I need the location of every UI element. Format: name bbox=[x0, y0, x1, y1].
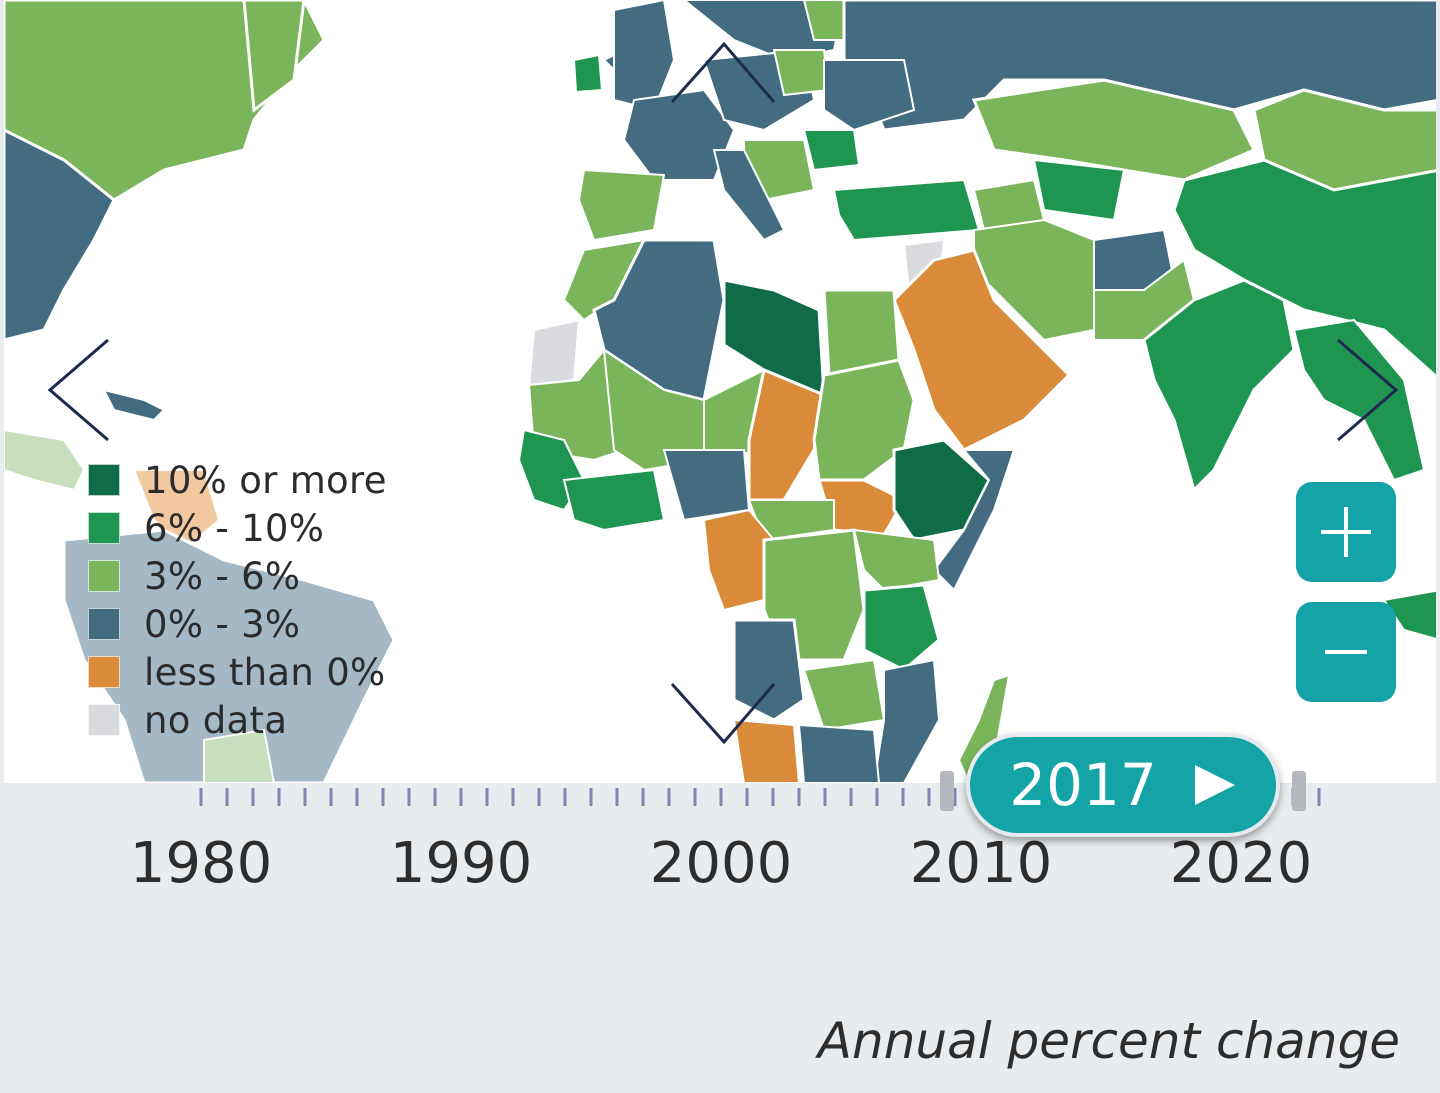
region-zambia bbox=[802, 658, 886, 732]
legend-item: no data bbox=[88, 696, 387, 744]
region-south-america bbox=[62, 528, 396, 783]
timeline-axis-label: 2020 bbox=[1169, 831, 1313, 896]
zoom-out-button[interactable] bbox=[1296, 602, 1396, 702]
plus-icon bbox=[1321, 507, 1371, 557]
region-ukraine bbox=[823, 59, 916, 132]
legend-label: 0% - 3% bbox=[144, 602, 301, 646]
timeline-axis-label: 1980 bbox=[129, 831, 273, 896]
region-kazakhstan bbox=[971, 78, 1257, 182]
chevron-right-icon bbox=[1337, 338, 1399, 442]
legend-swatch bbox=[88, 464, 120, 496]
world-map[interactable] bbox=[4, 0, 1436, 783]
region-spain bbox=[577, 168, 666, 242]
region-paraguay bbox=[203, 728, 276, 783]
legend-label: 10% or more bbox=[144, 458, 387, 502]
timeline-range-start-handle[interactable] bbox=[940, 771, 954, 811]
region-romania bbox=[802, 129, 861, 172]
region-botswana-zimbabwe bbox=[797, 723, 881, 783]
pan-left-button[interactable] bbox=[42, 336, 114, 444]
pan-up-button[interactable] bbox=[670, 38, 778, 108]
region-madagascar bbox=[957, 673, 1011, 783]
legend-swatch bbox=[88, 512, 120, 544]
region-west-africa-coast bbox=[562, 468, 666, 532]
pan-right-button[interactable] bbox=[1334, 336, 1406, 444]
map-viewport[interactable]: 10% or more 6% - 10% 3% - 6% 0% - 3% less th… bbox=[4, 0, 1436, 783]
chevron-left-icon bbox=[47, 338, 109, 442]
legend-label: less than 0% bbox=[144, 650, 386, 694]
region-sudan bbox=[812, 358, 916, 482]
region-india bbox=[1142, 278, 1296, 493]
region-namibia bbox=[732, 718, 801, 783]
region-angola bbox=[732, 618, 806, 722]
legend-swatch bbox=[88, 560, 120, 592]
region-italy bbox=[712, 149, 786, 242]
region-central-america bbox=[4, 428, 86, 492]
chevron-down-icon bbox=[670, 682, 776, 745]
pan-down-button[interactable] bbox=[670, 680, 778, 750]
region-ireland bbox=[572, 53, 604, 94]
region-china bbox=[1172, 158, 1436, 379]
legend-label: 6% - 10% bbox=[144, 506, 325, 550]
region-poland bbox=[772, 49, 831, 97]
region-kenya-uganda bbox=[852, 528, 941, 592]
selected-year: 2017 bbox=[1009, 751, 1157, 819]
region-nigeria bbox=[662, 449, 751, 522]
legend-item: less than 0% bbox=[88, 648, 387, 696]
region-uk bbox=[613, 0, 676, 112]
legend-item: 3% - 6% bbox=[88, 552, 387, 600]
region-tanzania bbox=[862, 583, 941, 672]
play-year-button[interactable]: 2017 bbox=[966, 733, 1280, 837]
region-usa bbox=[4, 128, 116, 342]
legend-item: 0% - 3% bbox=[88, 600, 387, 648]
region-indonesia bbox=[1382, 589, 1436, 640]
region-venezuela bbox=[132, 469, 221, 552]
legend-label: no data bbox=[144, 698, 288, 742]
region-somalia bbox=[932, 449, 1016, 592]
timeline-axis-label: 2010 bbox=[909, 831, 1053, 896]
region-western-sahara bbox=[527, 318, 581, 387]
timeline-axis-label: 1990 bbox=[389, 831, 533, 896]
timeline-range-end-handle[interactable] bbox=[1292, 771, 1306, 811]
legend-item: 6% - 10% bbox=[88, 504, 387, 552]
minus-icon bbox=[1325, 650, 1367, 654]
timeline-axis-label: 2000 bbox=[649, 831, 793, 896]
region-southeast-asia bbox=[1292, 318, 1426, 482]
region-chad bbox=[747, 367, 826, 502]
region-caribbean bbox=[102, 388, 166, 422]
region-uzbekistan bbox=[1032, 158, 1126, 222]
map-legend: 10% or more 6% - 10% 3% - 6% 0% - 3% less th… bbox=[88, 456, 387, 744]
legend-label: 3% - 6% bbox=[144, 554, 301, 598]
year-timeline[interactable]: 1980 1990 2000 2010 2020 bbox=[0, 771, 1440, 1093]
legend-item: 10% or more bbox=[88, 456, 387, 504]
legend-swatch bbox=[88, 656, 120, 688]
timeline-caption: Annual percent change bbox=[817, 1012, 1400, 1070]
legend-swatch bbox=[88, 704, 120, 736]
region-turkey bbox=[832, 178, 981, 242]
chevron-up-icon bbox=[670, 41, 776, 104]
region-france bbox=[622, 88, 736, 181]
zoom-in-button[interactable] bbox=[1296, 482, 1396, 582]
region-mozambique bbox=[872, 658, 941, 783]
play-icon bbox=[1194, 765, 1235, 805]
region-saudi-arabia bbox=[892, 248, 1072, 452]
legend-swatch bbox=[88, 608, 120, 640]
region-greenland bbox=[242, 0, 306, 113]
